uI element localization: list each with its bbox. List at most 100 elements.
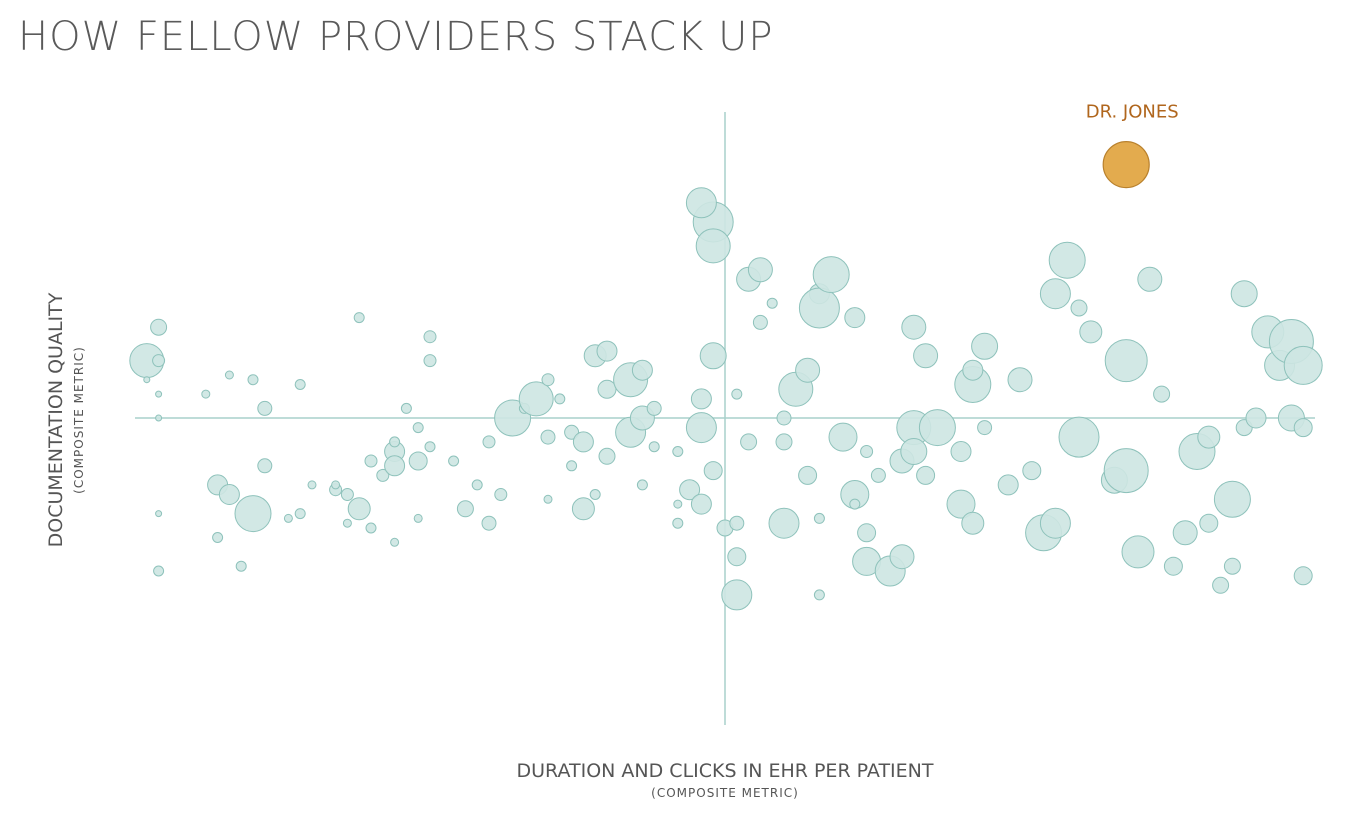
data-point[interactable] [798, 465, 818, 485]
data-point[interactable] [1213, 480, 1251, 518]
data-point[interactable] [812, 256, 850, 294]
data-point[interactable] [390, 537, 400, 547]
data-point[interactable] [1022, 461, 1042, 481]
data-point[interactable] [721, 579, 753, 611]
data-point[interactable] [1283, 345, 1323, 385]
data-point[interactable] [571, 497, 595, 521]
data-point[interactable] [342, 518, 352, 528]
data-point[interactable] [376, 468, 390, 482]
data-point[interactable] [679, 479, 701, 501]
data-point[interactable] [946, 489, 976, 519]
data-point[interactable] [448, 455, 460, 467]
data-point[interactable] [423, 330, 437, 344]
data-point[interactable] [389, 436, 401, 448]
data-point[interactable] [541, 373, 555, 387]
data-point[interactable] [648, 441, 660, 453]
data-point[interactable] [234, 495, 272, 533]
data-point[interactable] [155, 390, 163, 398]
data-point[interactable] [218, 484, 240, 505]
data-point[interactable] [365, 522, 377, 534]
data-point[interactable] [482, 435, 496, 449]
data-point[interactable] [646, 400, 662, 416]
data-point[interactable] [554, 393, 566, 405]
data-point[interactable] [283, 513, 293, 523]
data-point[interactable] [1103, 448, 1149, 494]
data-point[interactable] [408, 451, 428, 471]
data-point[interactable] [631, 359, 653, 381]
data-point[interactable] [1079, 320, 1103, 344]
data-point[interactable] [540, 429, 556, 445]
data-point[interactable] [813, 589, 825, 601]
data-point[interactable] [494, 488, 508, 501]
data-point[interactable] [456, 500, 474, 518]
data-point[interactable] [849, 498, 861, 510]
data-point[interactable] [1007, 367, 1033, 393]
data-point[interactable] [795, 357, 821, 383]
data-point[interactable] [566, 460, 578, 472]
data-point[interactable] [1199, 513, 1219, 533]
data-point[interactable] [889, 544, 915, 570]
data-point[interactable] [690, 493, 712, 515]
data-point[interactable] [901, 314, 927, 340]
data-point[interactable] [870, 467, 886, 483]
data-point[interactable] [672, 446, 684, 457]
data-point[interactable] [384, 455, 406, 477]
data-point[interactable] [471, 479, 483, 491]
data-point[interactable] [597, 379, 617, 399]
data-point[interactable] [331, 480, 341, 490]
data-point[interactable] [364, 454, 378, 468]
data-point[interactable] [997, 474, 1019, 496]
data-point[interactable] [950, 441, 972, 462]
data-point[interactable] [143, 376, 151, 384]
data-point[interactable] [913, 343, 939, 369]
data-point[interactable] [155, 510, 163, 518]
data-point[interactable] [768, 507, 800, 539]
data-point[interactable] [152, 354, 166, 368]
data-point[interactable] [844, 307, 866, 329]
data-point[interactable] [155, 414, 163, 422]
data-point[interactable] [294, 379, 306, 390]
data-point[interactable] [1293, 566, 1313, 586]
data-point[interactable] [235, 560, 247, 572]
data-point[interactable] [703, 461, 723, 481]
data-point[interactable] [1039, 507, 1071, 539]
data-point[interactable] [860, 445, 874, 458]
data-point[interactable] [673, 499, 683, 509]
data-point[interactable] [1230, 280, 1258, 308]
data-point[interactable] [1293, 418, 1313, 438]
data-point[interactable] [977, 420, 993, 436]
data-point[interactable] [353, 312, 365, 324]
data-point[interactable] [400, 402, 412, 414]
data-point[interactable] [747, 257, 773, 283]
data-point[interactable] [257, 400, 273, 416]
data-point[interactable] [900, 438, 928, 465]
data-point[interactable] [1058, 416, 1100, 458]
data-point[interactable] [1172, 520, 1198, 546]
data-point[interactable] [1137, 266, 1163, 292]
data-point[interactable] [518, 381, 554, 417]
data-point[interactable] [971, 332, 999, 360]
data-point[interactable] [731, 388, 743, 400]
data-point[interactable] [543, 494, 553, 504]
data-point[interactable] [1039, 278, 1071, 310]
data-point[interactable] [596, 340, 618, 362]
data-point[interactable] [413, 513, 423, 523]
data-point[interactable] [1070, 299, 1088, 317]
data-point[interactable] [695, 228, 731, 264]
data-point[interactable] [828, 422, 858, 452]
data-point[interactable] [962, 359, 984, 381]
data-point[interactable] [1153, 385, 1171, 403]
data-point[interactable] [247, 374, 259, 386]
data-point[interactable] [1212, 576, 1230, 594]
data-point[interactable] [636, 479, 648, 491]
data-point[interactable] [412, 422, 424, 434]
data-point[interactable] [589, 489, 601, 500]
data-point[interactable] [153, 565, 165, 577]
data-point[interactable] [1163, 556, 1183, 576]
data-point[interactable] [699, 342, 727, 370]
data-point[interactable] [1245, 407, 1267, 429]
data-point[interactable] [776, 410, 792, 426]
data-point[interactable] [752, 314, 768, 330]
data-point[interactable] [424, 441, 436, 453]
data-point[interactable] [257, 458, 273, 474]
